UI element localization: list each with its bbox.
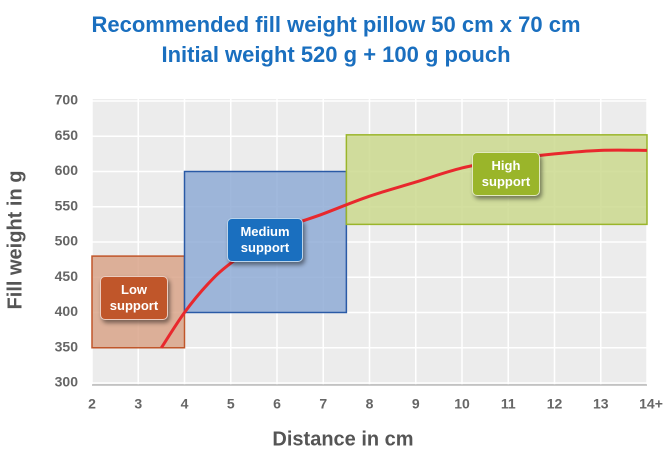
y-tick-label: 650: [55, 127, 79, 143]
x-tick-label: 11: [501, 396, 516, 412]
y-tick-label: 350: [55, 338, 79, 354]
x-tick-label: 5: [227, 396, 235, 412]
fill-weight-curve: [160, 148, 648, 349]
x-tick-label: 8: [366, 396, 374, 412]
x-tick-label: 13: [593, 396, 609, 412]
x-tick-label: 3: [134, 396, 142, 412]
x-tick-label: 4: [181, 396, 189, 412]
y-tick-label: 500: [55, 233, 79, 249]
x-axis-label: Distance in cm: [272, 428, 413, 450]
x-tick-label: 2: [88, 396, 96, 412]
y-tick-label: 450: [55, 268, 79, 284]
x-tick-label: 10: [454, 396, 470, 412]
region-label: Medium support: [227, 218, 303, 262]
chart-subtitle: Initial weight 520 g + 100 g pouch: [161, 42, 510, 67]
region-label: High support: [472, 152, 540, 196]
x-tick-label: 7: [319, 396, 327, 412]
x-tick-label: 6: [273, 396, 281, 412]
x-tick-label: 12: [547, 396, 563, 412]
y-tick-label: 400: [55, 303, 79, 319]
region-label: Low support: [100, 276, 168, 320]
y-tick-label: 550: [55, 197, 79, 213]
y-tick-label: 700: [55, 92, 79, 108]
x-tick-label: 9: [412, 396, 420, 412]
chart-title: Recommended fill weight pillow 50 cm x 7…: [91, 12, 580, 37]
y-axis-label: Fill weight in g: [4, 171, 26, 310]
y-tick-label: 300: [55, 374, 79, 390]
x-tick-label: 14+: [639, 396, 663, 412]
support-region: [183, 170, 348, 314]
y-tick-label: 600: [55, 162, 79, 178]
